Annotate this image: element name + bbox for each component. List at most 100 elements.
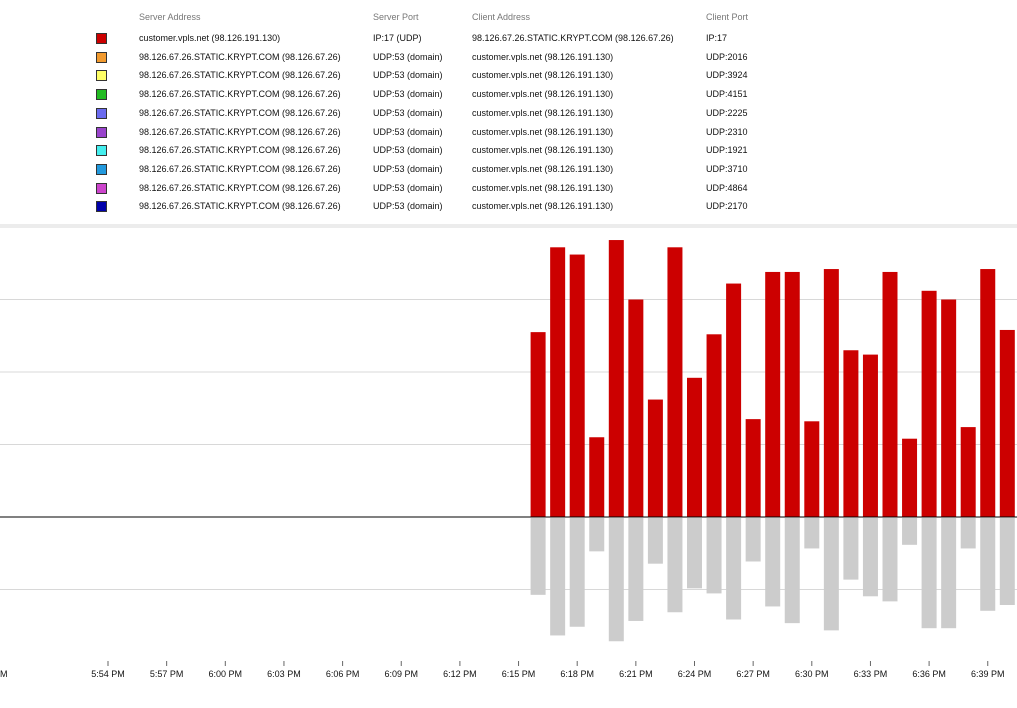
legend-server-address: 98.126.67.26.STATIC.KRYPT.COM (98.126.67…: [139, 201, 341, 212]
x-tick-label: 6:27 PM: [736, 669, 770, 679]
legend-client-address: customer.vpls.net (98.126.191.130): [472, 126, 614, 137]
bar-upload: [921, 290, 937, 517]
bar-upload: [628, 299, 644, 517]
x-tick-label: 6:36 PM: [912, 669, 946, 679]
bar-download: [569, 518, 585, 627]
legend-row[interactable]: 98.126.67.26.STATIC.KRYPT.COM (98.126.67…: [0, 180, 1017, 199]
bar-upload: [902, 438, 918, 517]
bar-upload: [550, 247, 566, 518]
bar-upload: [608, 240, 624, 518]
legend-server-port: UDP:53 (domain): [373, 70, 443, 81]
bar-download: [628, 518, 644, 621]
legend-server-address: 98.126.67.26.STATIC.KRYPT.COM (98.126.67…: [139, 107, 341, 118]
bar-upload: [569, 254, 585, 518]
bar-download: [745, 518, 761, 562]
bar-download: [804, 518, 820, 549]
bar-upload: [999, 329, 1015, 517]
legend-server-address: 98.126.67.26.STATIC.KRYPT.COM (98.126.67…: [139, 145, 341, 156]
bar-download: [823, 518, 839, 631]
x-tick-label: 5:57 PM: [150, 669, 184, 679]
bar-upload: [589, 437, 605, 517]
x-tick-label: 6:03 PM: [267, 669, 301, 679]
legend-color-swatch: [96, 33, 107, 44]
legend-color-swatch: [96, 163, 107, 175]
bar-upload: [941, 299, 957, 517]
bar-download: [608, 518, 624, 642]
legend-header-server-port: Server Port: [373, 12, 419, 22]
legend-client-address: customer.vpls.net (98.126.191.130): [472, 51, 614, 62]
legend-server-address: 98.126.67.26.STATIC.KRYPT.COM (98.126.67…: [139, 126, 341, 137]
bar-upload: [823, 269, 839, 517]
legend-row[interactable]: 98.126.67.26.STATIC.KRYPT.COM (98.126.67…: [0, 161, 1017, 180]
legend-server-address: 98.126.67.26.STATIC.KRYPT.COM (98.126.67…: [139, 163, 341, 174]
legend-row[interactable]: 98.126.67.26.STATIC.KRYPT.COM (98.126.67…: [0, 86, 1017, 105]
legend-row[interactable]: 98.126.67.26.STATIC.KRYPT.COM (98.126.67…: [0, 142, 1017, 161]
bar-upload: [784, 271, 800, 517]
legend-client-address: customer.vpls.net (98.126.191.130): [472, 163, 614, 174]
legend-color-swatch: [96, 182, 107, 194]
legend-client-port: UDP:2225: [706, 107, 748, 118]
bar-download: [706, 518, 722, 594]
bar-download: [960, 518, 976, 549]
legend-row[interactable]: 98.126.67.26.STATIC.KRYPT.COM (98.126.67…: [0, 67, 1017, 86]
x-tick-label: 6:18 PM: [560, 669, 594, 679]
legend-client-port: UDP:2016: [706, 51, 748, 62]
bar-download: [999, 518, 1015, 605]
legend-color-swatch: [96, 70, 107, 82]
bar-upload: [765, 271, 781, 517]
bar-download: [941, 518, 957, 629]
x-tick-label: 6:12 PM: [443, 669, 477, 679]
legend-client-port: UDP:2170: [706, 201, 748, 212]
bar-upload: [706, 334, 722, 517]
bar-download: [882, 518, 898, 602]
x-tick-label: M: [0, 669, 8, 679]
legend-client-address: customer.vpls.net (98.126.191.130): [472, 107, 614, 118]
legend-server-port: UDP:53 (domain): [373, 182, 443, 193]
legend-server-port: UDP:53 (domain): [373, 51, 443, 62]
legend-color-swatch: [96, 51, 107, 63]
x-tick-label: 6:39 PM: [971, 669, 1005, 679]
bar-upload: [647, 399, 663, 517]
legend-server-port: UDP:53 (domain): [373, 107, 443, 118]
legend-color-swatch: [96, 126, 107, 138]
legend-row[interactable]: 98.126.67.26.STATIC.KRYPT.COM (98.126.67…: [0, 124, 1017, 143]
x-tick-label: 6:24 PM: [678, 669, 712, 679]
legend-client-port: UDP:2310: [706, 126, 748, 137]
bar-upload: [726, 283, 742, 517]
bar-download: [862, 518, 878, 597]
legend: Server Address Server Port Client Addres…: [0, 0, 1017, 220]
legend-client-address: customer.vpls.net (98.126.191.130): [472, 182, 614, 193]
bar-upload: [804, 421, 820, 517]
bar-download: [843, 518, 859, 580]
legend-server-address: 98.126.67.26.STATIC.KRYPT.COM (98.126.67…: [139, 70, 341, 81]
legend-server-port: UDP:53 (domain): [373, 145, 443, 156]
bar-upload: [745, 419, 761, 517]
bar-download: [550, 518, 566, 636]
legend-client-address: customer.vpls.net (98.126.191.130): [472, 70, 614, 81]
legend-row[interactable]: customer.vpls.net (98.126.191.130) IP:17 …: [0, 30, 1017, 49]
legend-row[interactable]: 98.126.67.26.STATIC.KRYPT.COM (98.126.67…: [0, 105, 1017, 124]
x-tick-label: 6:09 PM: [384, 669, 418, 679]
legend-client-address: customer.vpls.net (98.126.191.130): [472, 145, 614, 156]
bar-upload: [980, 269, 996, 517]
x-tick-label: 6:15 PM: [502, 669, 536, 679]
legend-server-address: 98.126.67.26.STATIC.KRYPT.COM (98.126.67…: [139, 182, 341, 193]
legend-header-server-address: Server Address: [139, 12, 201, 22]
legend-row[interactable]: 98.126.67.26.STATIC.KRYPT.COM (98.126.67…: [0, 198, 1017, 217]
legend-server-port: UDP:53 (domain): [373, 163, 443, 174]
legend-color-swatch: [96, 201, 107, 213]
legend-server-address: customer.vpls.net (98.126.191.130): [139, 33, 281, 43]
legend-server-port: UDP:53 (domain): [373, 201, 443, 212]
x-tick-label: 6:33 PM: [854, 669, 888, 679]
legend-client-port: UDP:4864: [706, 182, 748, 193]
bar-download: [667, 518, 683, 613]
bar-download: [530, 518, 546, 595]
bar-download: [784, 518, 800, 624]
legend-client-address: 98.126.67.26.STATIC.KRYPT.COM (98.126.67…: [472, 33, 674, 43]
legend-row[interactable]: 98.126.67.26.STATIC.KRYPT.COM (98.126.67…: [0, 49, 1017, 68]
legend-server-port: IP:17 (UDP): [373, 33, 422, 43]
x-tick-label: 5:54 PM: [91, 669, 125, 679]
bar-upload: [843, 350, 859, 517]
x-tick-label: 6:21 PM: [619, 669, 653, 679]
bar-upload: [687, 377, 702, 517]
